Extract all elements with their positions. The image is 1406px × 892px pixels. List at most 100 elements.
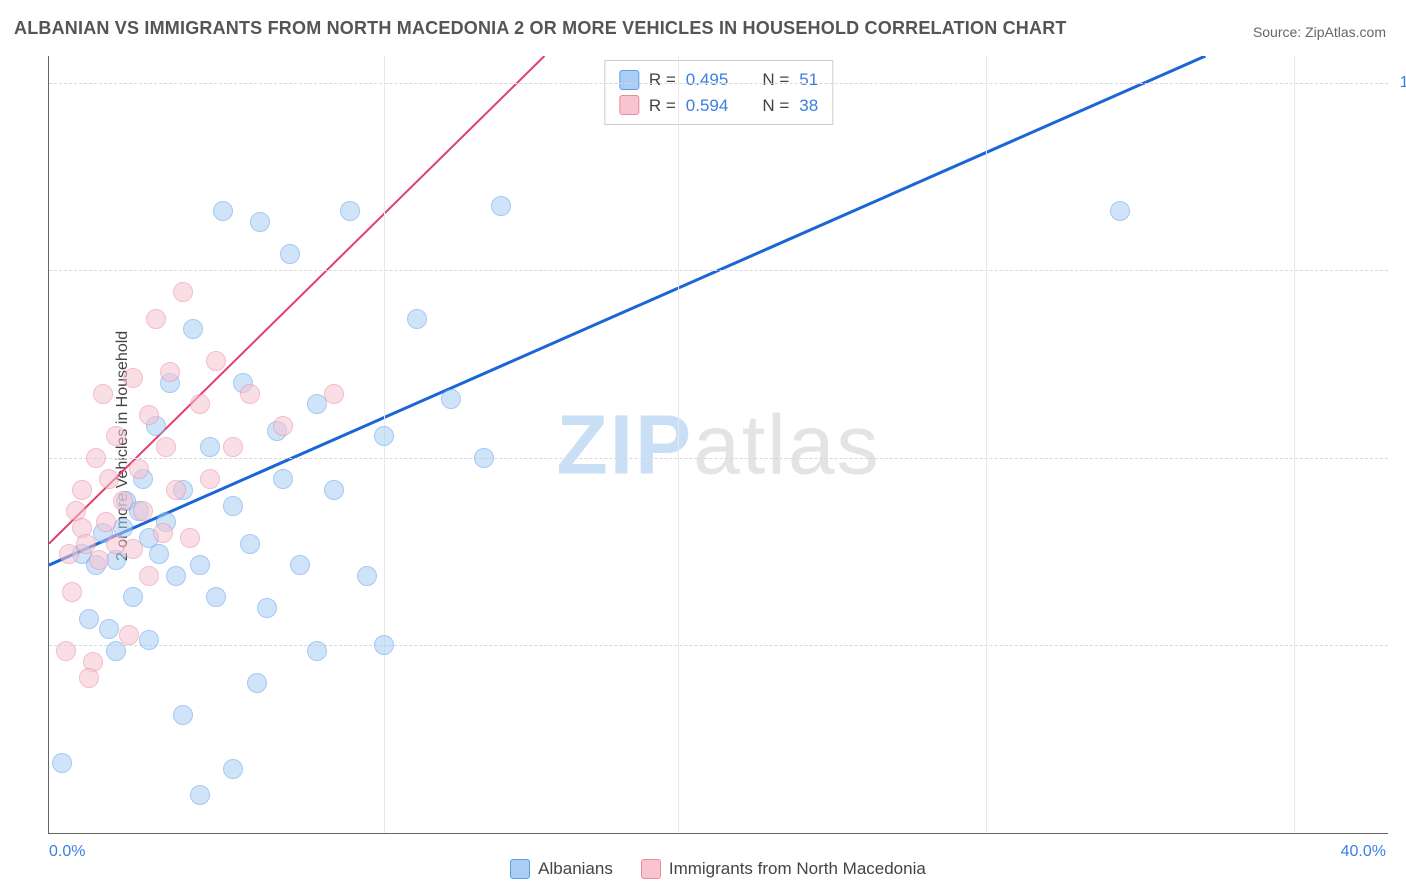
data-point-albanians bbox=[307, 641, 327, 661]
data-point-albanians bbox=[374, 635, 394, 655]
legend-series-label: Immigrants from North Macedonia bbox=[669, 859, 926, 879]
data-point-nmk bbox=[139, 405, 159, 425]
data-point-nmk bbox=[99, 469, 119, 489]
data-point-albanians bbox=[99, 619, 119, 639]
data-point-nmk bbox=[139, 566, 159, 586]
data-point-nmk bbox=[160, 362, 180, 382]
grid-line-h bbox=[49, 270, 1388, 271]
data-point-albanians bbox=[190, 785, 210, 805]
data-point-albanians bbox=[257, 598, 277, 618]
data-point-nmk bbox=[93, 384, 113, 404]
data-point-nmk bbox=[113, 491, 133, 511]
source-label: Source: ZipAtlas.com bbox=[1253, 24, 1386, 40]
data-point-nmk bbox=[223, 437, 243, 457]
data-point-nmk bbox=[200, 469, 220, 489]
data-point-nmk bbox=[156, 437, 176, 457]
data-point-albanians bbox=[374, 426, 394, 446]
data-point-nmk bbox=[76, 534, 96, 554]
grid-line-h bbox=[49, 458, 1388, 459]
data-point-albanians bbox=[206, 587, 226, 607]
data-point-albanians bbox=[441, 389, 461, 409]
data-point-nmk bbox=[119, 625, 139, 645]
data-point-albanians bbox=[123, 587, 143, 607]
watermark-prefix: ZIP bbox=[556, 397, 693, 491]
trend-line bbox=[49, 56, 1205, 565]
legend-r-prefix: R = bbox=[649, 67, 676, 93]
data-point-albanians bbox=[200, 437, 220, 457]
y-tick-label: 82.5% bbox=[1394, 261, 1406, 279]
data-point-nmk bbox=[324, 384, 344, 404]
data-point-nmk bbox=[180, 528, 200, 548]
legend-n-value: 38 bbox=[799, 93, 818, 119]
legend-r-prefix: R = bbox=[649, 93, 676, 119]
data-point-nmk bbox=[173, 282, 193, 302]
legend-stats: R = 0.495 N = 51 R = 0.594 N = 38 bbox=[604, 60, 833, 125]
trend-line bbox=[49, 56, 544, 544]
legend-series-item: Immigrants from North Macedonia bbox=[641, 859, 926, 879]
data-point-nmk bbox=[96, 512, 116, 532]
grid-line-h bbox=[49, 645, 1388, 646]
legend-swatch bbox=[510, 859, 530, 879]
plot-area: ZIPatlas R =0.495N =51R =0.594N =38 0.0%… bbox=[48, 56, 1388, 834]
data-point-nmk bbox=[146, 309, 166, 329]
legend-n-value: 51 bbox=[799, 67, 818, 93]
grid-line-h bbox=[49, 83, 1388, 84]
legend-swatch bbox=[641, 859, 661, 879]
data-point-nmk bbox=[206, 351, 226, 371]
data-point-albanians bbox=[106, 641, 126, 661]
data-point-albanians bbox=[247, 673, 267, 693]
data-point-nmk bbox=[62, 582, 82, 602]
data-point-nmk bbox=[153, 523, 173, 543]
data-point-nmk bbox=[190, 394, 210, 414]
y-tick-label: 47.5% bbox=[1394, 636, 1406, 654]
grid-line-v bbox=[986, 56, 987, 833]
data-point-nmk bbox=[240, 384, 260, 404]
data-point-albanians bbox=[407, 309, 427, 329]
data-point-nmk bbox=[129, 459, 149, 479]
data-point-albanians bbox=[290, 555, 310, 575]
data-point-nmk bbox=[106, 426, 126, 446]
y-tick-label: 100.0% bbox=[1394, 74, 1406, 92]
legend-r-value: 0.594 bbox=[686, 93, 729, 119]
data-point-nmk bbox=[72, 480, 92, 500]
chart-title: ALBANIAN VS IMMIGRANTS FROM NORTH MACEDO… bbox=[14, 18, 1067, 39]
trend-lines-layer bbox=[49, 56, 1388, 833]
data-point-albanians bbox=[166, 566, 186, 586]
data-point-albanians bbox=[139, 630, 159, 650]
data-point-nmk bbox=[133, 501, 153, 521]
legend-n-prefix: N = bbox=[762, 93, 789, 119]
data-point-albanians bbox=[223, 759, 243, 779]
data-point-albanians bbox=[183, 319, 203, 339]
legend-swatch bbox=[619, 95, 639, 115]
chart-container: ALBANIAN VS IMMIGRANTS FROM NORTH MACEDO… bbox=[0, 0, 1406, 892]
data-point-nmk bbox=[79, 668, 99, 688]
data-point-albanians bbox=[223, 496, 243, 516]
data-point-albanians bbox=[213, 201, 233, 221]
data-point-nmk bbox=[273, 416, 293, 436]
data-point-albanians bbox=[149, 544, 169, 564]
data-point-nmk bbox=[166, 480, 186, 500]
data-point-albanians bbox=[273, 469, 293, 489]
watermark-suffix: atlas bbox=[693, 397, 880, 491]
grid-line-v bbox=[678, 56, 679, 833]
data-point-albanians bbox=[250, 212, 270, 232]
data-point-albanians bbox=[280, 244, 300, 264]
data-point-albanians bbox=[491, 196, 511, 216]
data-point-albanians bbox=[357, 566, 377, 586]
data-point-albanians bbox=[1110, 201, 1130, 221]
legend-series-label: Albanians bbox=[538, 859, 613, 879]
legend-r-value: 0.495 bbox=[686, 67, 729, 93]
data-point-nmk bbox=[123, 368, 143, 388]
legend-series: Albanians Immigrants from North Macedonia bbox=[48, 859, 1388, 884]
legend-n-prefix: N = bbox=[762, 67, 789, 93]
data-point-albanians bbox=[79, 609, 99, 629]
legend-series-item: Albanians bbox=[510, 859, 613, 879]
legend-stats-row: R = 0.495 N = 51 bbox=[619, 67, 818, 93]
data-point-albanians bbox=[324, 480, 344, 500]
legend-swatch bbox=[619, 70, 639, 90]
watermark: ZIPatlas bbox=[556, 396, 880, 493]
data-point-albanians bbox=[240, 534, 260, 554]
y-tick-label: 65.0% bbox=[1394, 449, 1406, 467]
data-point-albanians bbox=[340, 201, 360, 221]
data-point-nmk bbox=[86, 448, 106, 468]
